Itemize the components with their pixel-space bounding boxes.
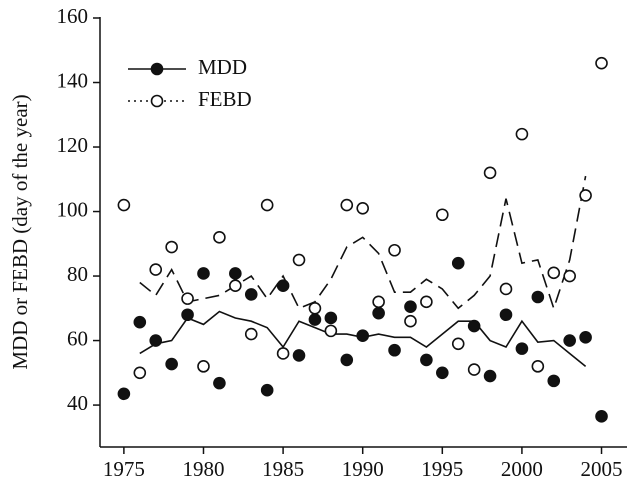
point	[579, 189, 592, 202]
y-tick-label: 120	[57, 133, 89, 157]
point	[276, 279, 290, 293]
point	[515, 342, 529, 355]
point	[436, 366, 449, 380]
point	[499, 308, 513, 322]
point	[483, 166, 497, 180]
point	[276, 347, 290, 360]
point	[499, 282, 513, 296]
point	[547, 266, 561, 280]
point	[181, 308, 194, 322]
point	[595, 56, 608, 70]
point	[149, 263, 163, 276]
point	[117, 198, 131, 212]
y-tick-label: 40	[67, 391, 88, 415]
point	[133, 315, 147, 329]
point	[229, 267, 242, 280]
point	[197, 360, 210, 373]
point	[292, 253, 306, 267]
point	[133, 366, 147, 380]
point	[308, 302, 322, 315]
point	[420, 295, 433, 309]
point	[451, 337, 465, 351]
point	[308, 313, 322, 326]
point	[515, 127, 529, 141]
point	[229, 279, 242, 293]
point	[595, 410, 608, 423]
point	[483, 369, 497, 383]
y-tick-label: 100	[57, 197, 89, 221]
point	[165, 240, 178, 254]
point	[563, 334, 576, 347]
point	[467, 363, 481, 376]
point	[356, 202, 370, 215]
point	[579, 331, 592, 344]
point	[117, 387, 131, 401]
x-tick-label: 2000	[501, 457, 543, 481]
y-tick-label: 60	[67, 326, 88, 350]
point	[260, 383, 274, 397]
point	[436, 208, 449, 222]
point	[531, 290, 545, 304]
point	[372, 295, 385, 309]
point	[260, 198, 274, 212]
point	[340, 198, 354, 212]
legend-label: FEBD	[198, 87, 252, 111]
point	[149, 334, 163, 347]
point	[181, 292, 194, 305]
point	[324, 311, 338, 325]
legend-marker	[150, 94, 164, 108]
y-tick-label: 80	[67, 262, 88, 286]
x-tick-label: 1995	[421, 457, 463, 481]
point	[372, 306, 385, 320]
trend-line	[139, 175, 587, 311]
point	[388, 343, 401, 357]
point	[547, 374, 561, 388]
x-tick-label: 1985	[262, 457, 304, 481]
point	[356, 329, 370, 343]
point	[244, 288, 258, 301]
y-tick-label: 160	[57, 4, 89, 28]
x-tick-label: 2005	[581, 457, 623, 481]
y-tick-label: 140	[57, 68, 89, 92]
point	[420, 353, 433, 367]
point	[451, 256, 465, 270]
y-axis-label: MDD or FEBD (day of the year)	[8, 94, 32, 369]
point	[213, 376, 226, 390]
point	[531, 360, 545, 373]
legend-label: MDD	[198, 55, 247, 79]
point	[388, 243, 401, 257]
point	[292, 349, 306, 362]
point	[165, 357, 178, 371]
point	[563, 269, 576, 283]
point	[340, 353, 354, 367]
x-tick-label: 1980	[182, 457, 224, 481]
x-tick-label: 1975	[103, 457, 145, 481]
point	[467, 319, 481, 333]
point	[324, 324, 338, 338]
x-tick-label: 1990	[342, 457, 384, 481]
point	[197, 267, 210, 280]
point	[244, 327, 258, 341]
point	[404, 300, 417, 313]
point	[213, 231, 226, 244]
point	[404, 314, 417, 328]
legend-marker	[150, 62, 164, 76]
